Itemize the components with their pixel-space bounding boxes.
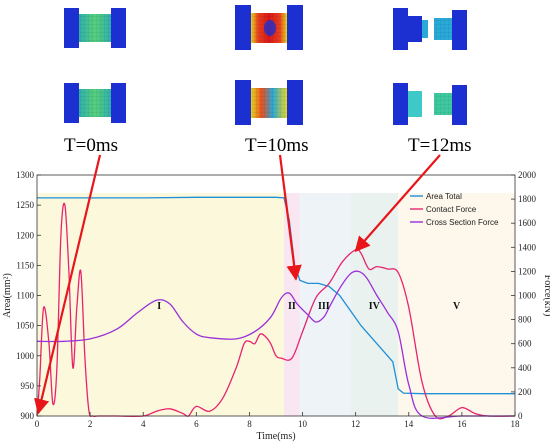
phase-label-V: V <box>453 301 461 312</box>
phase-region-I <box>37 193 284 416</box>
phase-region-V <box>398 193 515 416</box>
y-left-axis-label: Area(mm²) <box>2 273 13 318</box>
fe-model-t0-top <box>64 8 126 48</box>
phase-label-I: I <box>157 301 161 312</box>
y-right-tick-label: 2000 <box>518 170 537 180</box>
legend-entry: Cross Section Force <box>426 218 499 227</box>
y-right-ticks: 0 200 400 600 800 1000 1200 1400 1600 1800 2000 <box>511 170 537 421</box>
y-left-tick-label: 1150 <box>16 260 34 270</box>
y-right-tick-label: 600 <box>518 339 532 349</box>
series-line-area-total <box>37 196 515 395</box>
y-left-tick-label: 1000 <box>16 351 35 361</box>
series-line-contact-force <box>36 202 516 420</box>
y-right-tick-label: 1000 <box>518 291 537 301</box>
annotation-arrow <box>34 154 102 415</box>
y-right-tick-label: 0 <box>518 411 523 421</box>
y-left-tick-label: 1200 <box>16 230 35 240</box>
y-left-tick-label: 950 <box>21 381 35 391</box>
fe-model-t12-bottom <box>393 83 467 125</box>
x-ticks: 0 2 4 6 8 10 12 14 16 18 <box>35 412 520 429</box>
y-right-tick-label: 1800 <box>518 194 537 204</box>
x-tick-label: 0 <box>35 419 40 429</box>
phase-backgrounds <box>37 193 515 416</box>
legend: Area Total Contact Force Cross Section For… <box>410 192 499 227</box>
fe-model-t10-bottom <box>235 80 303 125</box>
series-line-cross-section-force <box>36 270 515 419</box>
annotation-arrow <box>278 154 302 281</box>
x-tick-label: 4 <box>141 419 146 429</box>
y-right-tick-label: 1600 <box>518 218 537 228</box>
chart: 0 2 4 6 8 10 12 14 16 18 900 950 1000 1050 1100 1150 12… <box>2 154 550 442</box>
x-axis-label: Time(ms) <box>256 431 295 442</box>
phase-region-III <box>299 193 351 416</box>
x-tick-label: 10 <box>298 419 308 429</box>
series-layer <box>36 196 516 420</box>
phase-label-III: III <box>318 301 330 312</box>
phase-label-IV: IV <box>369 301 381 312</box>
fe-model-images <box>64 5 467 125</box>
y-left-tick-label: 1300 <box>16 170 35 180</box>
fe-model-t12-top <box>393 8 467 50</box>
x-tick-label: 8 <box>247 419 252 429</box>
legend-entry: Contact Force <box>426 205 477 214</box>
y-left-tick-label: 1100 <box>16 291 34 301</box>
y-left-ticks: 900 950 1000 1050 1100 1150 1200 1250 1300 <box>16 170 41 421</box>
time-label-t10: T=10ms <box>245 135 309 156</box>
y-left-tick-label: 1250 <box>16 200 35 210</box>
y-right-tick-label: 400 <box>518 363 532 373</box>
x-tick-label: 6 <box>194 419 199 429</box>
time-label-t0: T=0ms <box>64 135 118 156</box>
annotation-arrows <box>34 154 441 415</box>
y-right-tick-label: 200 <box>518 387 532 397</box>
phase-label-II: II <box>288 301 296 312</box>
fe-model-t0-bottom <box>64 83 126 123</box>
x-tick-label: 14 <box>404 419 414 429</box>
y-right-tick-label: 1400 <box>518 242 537 252</box>
time-label-t12: T=12ms <box>408 135 472 156</box>
x-tick-label: 2 <box>88 419 93 429</box>
y-left-tick-label: 1050 <box>16 321 35 331</box>
y-right-tick-label: 1200 <box>518 266 537 276</box>
y-left-tick-label: 900 <box>21 411 35 421</box>
fe-model-t10-top <box>235 5 303 50</box>
y-right-axis-label: Force(kN) <box>542 275 550 317</box>
annotation-arrow <box>354 154 441 253</box>
x-tick-label: 12 <box>351 419 360 429</box>
phase-labels: I II III IV V <box>157 301 461 312</box>
x-tick-label: 18 <box>511 419 521 429</box>
x-tick-label: 16 <box>457 419 467 429</box>
y-right-tick-label: 800 <box>518 315 532 325</box>
legend-entry: Area Total <box>426 192 462 201</box>
